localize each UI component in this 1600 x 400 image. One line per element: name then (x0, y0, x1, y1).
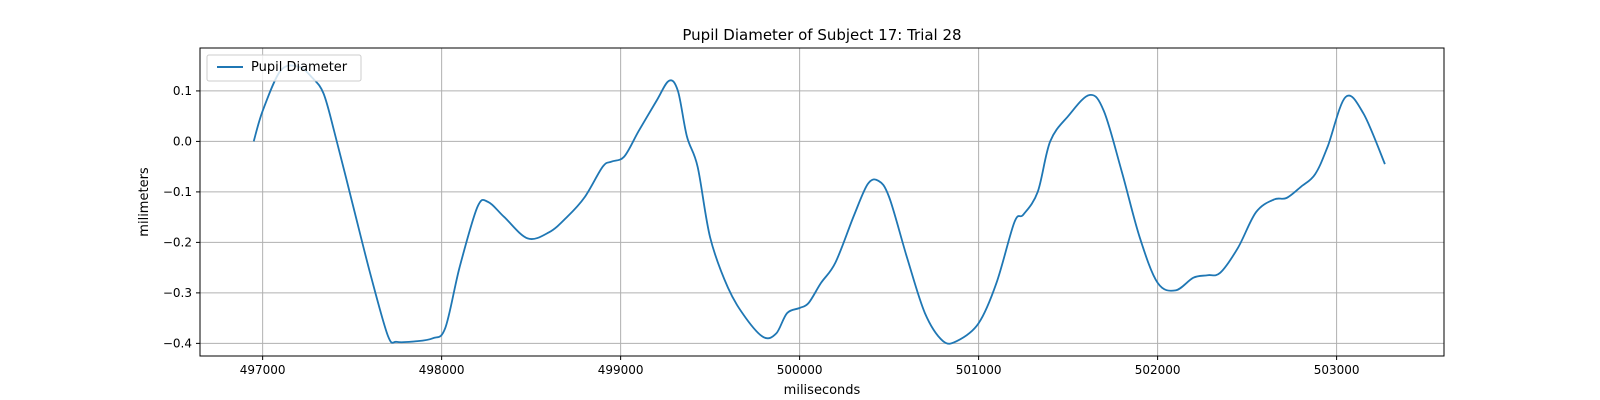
x-tick-label: 498000 (419, 363, 465, 377)
x-axis-label: miliseconds (784, 383, 861, 398)
y-tick-label: −0.1 (163, 185, 192, 199)
series-line-pupil-diameter (252, 64, 1386, 345)
legend-box (206, 54, 362, 82)
y-tick-label: 0.1 (173, 84, 192, 98)
x-tick-label: 497000 (240, 363, 286, 377)
y-tick-label: −0.2 (163, 235, 192, 249)
legend: Pupil Diameter (206, 54, 362, 82)
y-tick-label: 0.0 (173, 134, 192, 148)
grid-layer (200, 48, 1444, 356)
y-tick-label: −0.3 (163, 286, 192, 300)
x-tick-label: 502000 (1135, 363, 1181, 377)
x-tick-label: 501000 (956, 363, 1002, 377)
tick-layer: 497000 498000 499000 500000 501000 502000 5030… (163, 84, 1360, 377)
x-tick-label: 499000 (598, 363, 644, 377)
chart-title: Pupil Diameter of Subject 17: Trial 28 (682, 26, 961, 44)
x-tick-label: 503000 (1314, 363, 1360, 377)
legend-label-pupil-diameter: Pupil Diameter (251, 60, 348, 75)
y-tick-label: −0.4 (163, 336, 192, 350)
series-layer (252, 64, 1386, 345)
x-tick-label: 500000 (777, 363, 823, 377)
plot-frame (199, 47, 1445, 357)
y-axis-label: milimeters (137, 167, 152, 237)
